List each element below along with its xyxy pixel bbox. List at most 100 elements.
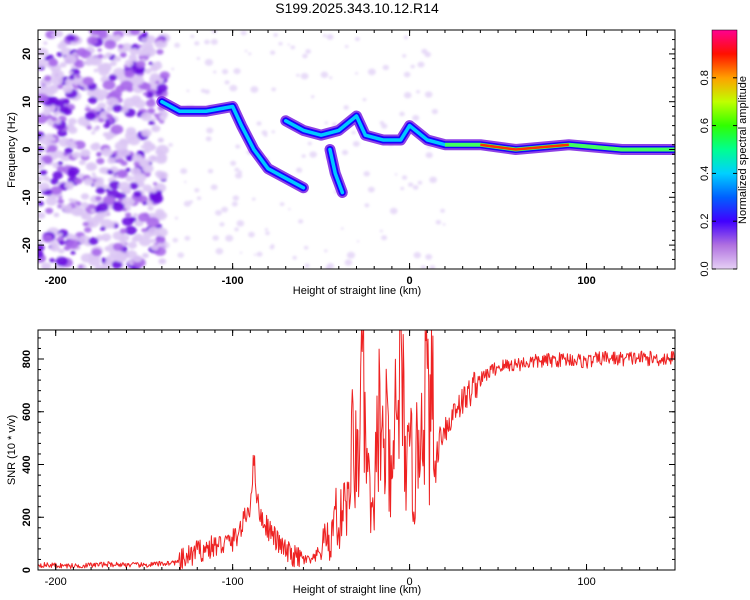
noise-blob [124, 225, 137, 235]
noise-blob [142, 92, 148, 96]
noise-blob [82, 221, 89, 227]
noise-blob [302, 53, 308, 59]
noise-blob [156, 171, 168, 180]
noise-blob [68, 198, 74, 202]
noise-blob [105, 188, 111, 193]
noise-blob [113, 201, 119, 206]
noise-blob [137, 195, 148, 204]
spectrogram-frame [37, 29, 676, 270]
noise-blob [143, 140, 152, 148]
spectrogram-xtick-label: 0 [407, 275, 413, 287]
chart-title: S199.2025.343.10.12.R14 [275, 0, 439, 16]
noise-blob [128, 136, 141, 146]
noise-blob [149, 64, 159, 72]
noise-blob [68, 70, 74, 75]
noise-blob [151, 125, 161, 133]
noise-blob [43, 75, 52, 82]
noise-blob [52, 124, 57, 128]
noise-blob [67, 123, 73, 127]
noise-blob [94, 106, 102, 112]
noise-blob [66, 34, 76, 42]
noise-blob [110, 167, 115, 171]
noise-texture [38, 30, 446, 269]
noise-blob [92, 175, 98, 180]
noise-blob [118, 237, 126, 243]
noise-blob [56, 165, 66, 173]
noise-blob [424, 91, 433, 98]
noise-blob [38, 159, 46, 170]
noise-blob [95, 195, 102, 201]
noise-blob [132, 213, 139, 218]
noise-blob [50, 186, 62, 195]
noise-blob [103, 184, 108, 189]
noise-blob [44, 133, 54, 140]
noise-blob [106, 113, 112, 119]
noise-blob [53, 111, 60, 117]
snr-panel: -200 -100 0 100 0 200 400 600 800 Height of stra… [6, 329, 676, 596]
noise-blob [68, 118, 77, 125]
noise-blob [425, 152, 433, 159]
noise-blob [156, 49, 164, 55]
noise-blob [64, 147, 73, 154]
spectrogram-xtick-label: 100 [577, 275, 595, 287]
colorbar-tick-label: 0.2 [699, 214, 711, 229]
noise-blob [138, 236, 152, 247]
noise-blob [53, 150, 64, 159]
noise-blob [144, 68, 152, 74]
noise-blob [225, 234, 234, 242]
noise-blob [410, 64, 415, 69]
noise-blob [278, 41, 283, 46]
noise-blob [381, 123, 388, 129]
noise-blob [210, 184, 218, 191]
noise-blob [194, 188, 200, 193]
noise-blob [250, 86, 259, 93]
noise-blob [212, 235, 219, 241]
noise-blob [84, 111, 97, 121]
noise-blob [96, 151, 102, 157]
noise-blob [236, 220, 245, 227]
noise-blob [343, 105, 349, 110]
noise-blob [382, 64, 389, 71]
noise-blob [84, 226, 92, 233]
noise-blob [107, 169, 114, 175]
noise-blob [364, 203, 370, 208]
noise-blob [38, 176, 43, 182]
noise-blob [70, 143, 78, 149]
ridge-core [328, 147, 345, 195]
noise-blob [131, 236, 140, 243]
noise-blob [109, 119, 114, 123]
colorbar-label: Normalized spectral amplitude [737, 76, 749, 224]
noise-blob [132, 255, 143, 263]
noise-blob [261, 130, 268, 136]
spectrogram-ytick-label: 0 [21, 146, 33, 152]
noise-blob [271, 244, 275, 247]
noise-blob [44, 87, 56, 97]
noise-blob [42, 175, 50, 182]
noise-blob [219, 222, 225, 227]
noise-blob [50, 177, 59, 185]
noise-blob [62, 98, 70, 105]
noise-blob [154, 40, 165, 49]
noise-blob [58, 240, 65, 246]
noise-blob [80, 49, 92, 59]
noise-blob [174, 42, 181, 48]
noise-blob [168, 142, 173, 147]
noise-blob [44, 189, 53, 196]
noise-blob [39, 169, 48, 176]
noise-blob [204, 89, 210, 95]
noise-blob [301, 154, 306, 158]
noise-blob [211, 30, 218, 34]
noise-blob [72, 151, 81, 159]
noise-blob [420, 265, 426, 269]
noise-blob [102, 80, 116, 90]
noise-blob [86, 36, 98, 45]
noise-blob [84, 107, 91, 112]
noise-blob [172, 237, 179, 243]
noise-blob [296, 73, 300, 77]
noise-blob [125, 212, 132, 218]
noise-blob [194, 41, 200, 46]
noise-blob [148, 61, 153, 66]
noise-blob [435, 219, 442, 225]
snr-frame [37, 329, 676, 571]
